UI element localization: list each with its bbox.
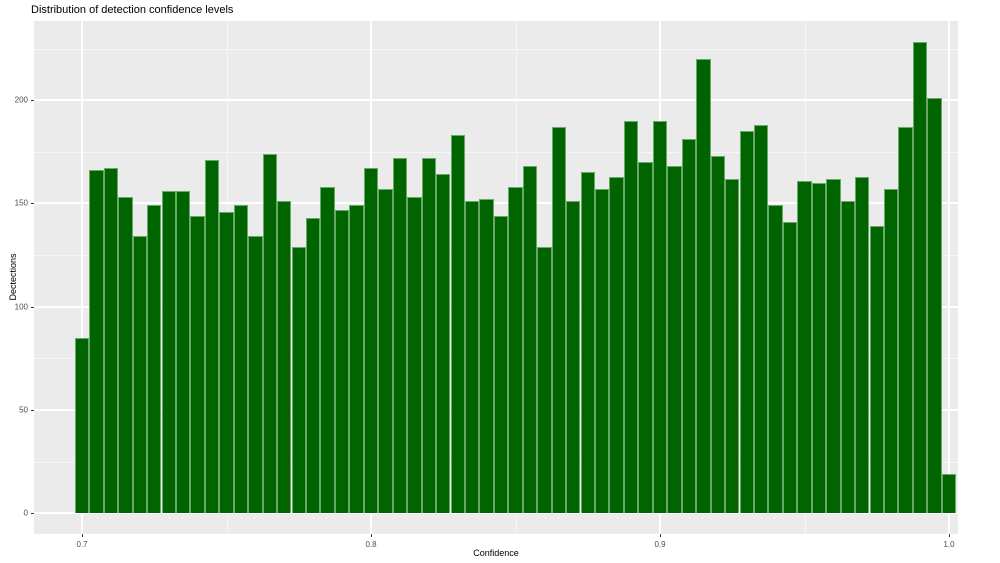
histogram-bar [855,176,870,514]
histogram-bar [739,131,754,514]
y-tick-mark [31,203,34,205]
histogram-bar [363,168,379,514]
x-major-gridline [81,21,83,534]
histogram-bar [869,226,884,514]
histogram-bar [464,201,480,514]
x-tick-label: 1.0 [943,540,955,549]
histogram-bar [118,197,133,514]
histogram-bar [912,42,928,514]
histogram-bar [811,182,827,514]
histogram-bar [725,178,740,514]
histogram-bar [884,188,899,514]
histogram-bar [493,215,509,514]
histogram-bar [147,205,162,514]
histogram-bar [132,236,147,514]
x-tick-mark [371,534,372,537]
histogram-bar [667,166,682,514]
histogram-bar [320,186,335,514]
histogram-bar [219,211,234,514]
histogram-bar [638,162,653,514]
histogram-bar [652,120,668,514]
histogram-bar [753,124,769,514]
histogram-bar [840,201,856,514]
x-tick-mark [949,534,950,537]
histogram-bar [537,246,552,514]
histogram-bar [277,201,292,514]
histogram-bar [262,153,278,514]
histogram-bar [233,205,249,514]
x-axis-title: Confidence [473,548,519,558]
chart-title: Distribution of detection confidence lev… [31,4,234,16]
histogram-bar [508,186,523,514]
histogram-bar [782,221,798,514]
histogram-bar [306,217,321,514]
histogram-bar [421,157,436,514]
histogram-bar [175,191,191,514]
histogram-bar [89,170,104,514]
y-tick-mark [31,513,34,515]
histogram-bar [826,178,841,514]
histogram-bar [898,126,913,514]
y-tick-mark [31,100,34,102]
histogram-bar [378,188,393,514]
histogram-bar [349,205,364,514]
y-tick-mark [31,409,34,411]
histogram-bar [941,473,957,514]
histogram-bar [248,236,263,514]
x-tick-label: 0.8 [365,540,377,549]
x-tick-label: 0.9 [654,540,666,549]
histogram-bar [204,160,220,514]
y-major-gridline [34,202,958,205]
histogram-bar [103,168,119,514]
x-tick-mark [660,534,661,537]
histogram-bar [74,337,90,514]
y-tick-label: 200 [14,95,28,105]
histogram-bar [551,126,567,514]
y-tick-label: 150 [14,198,28,208]
histogram-bar [609,176,624,514]
histogram-bar [696,58,711,514]
histogram-bar [291,246,306,514]
y-minor-gridline [34,151,958,153]
y-axis-title: Dectections [8,253,18,301]
plot-panel [34,21,958,534]
y-tick-label: 50 [19,405,28,415]
y-major-gridline [34,512,958,515]
histogram-bar [190,215,205,514]
histogram-bar [681,139,697,514]
y-minor-gridline [34,48,958,50]
histogram-bar [436,174,451,514]
x-tick-mark [82,534,83,537]
histogram-bar [768,205,783,514]
histogram-bar [161,191,176,514]
histogram-bar [566,201,581,514]
histogram-bar [580,172,595,514]
x-tick-label: 0.7 [76,540,88,549]
histogram-bar [797,180,812,514]
histogram-bar [450,135,465,514]
y-major-gridline [34,99,958,102]
histogram-bar [927,98,942,514]
histogram-bar [623,120,639,514]
histogram-bar [522,166,538,514]
histogram-bar [334,209,350,514]
histogram-bar [595,188,610,514]
y-tick-mark [31,306,34,308]
histogram-bar [392,157,408,514]
histogram-bar [407,197,422,514]
histogram-bar [479,199,494,514]
histogram-bar [710,155,725,514]
y-tick-label: 0 [23,508,28,518]
x-major-gridline [948,21,950,534]
y-tick-label: 100 [14,302,28,312]
